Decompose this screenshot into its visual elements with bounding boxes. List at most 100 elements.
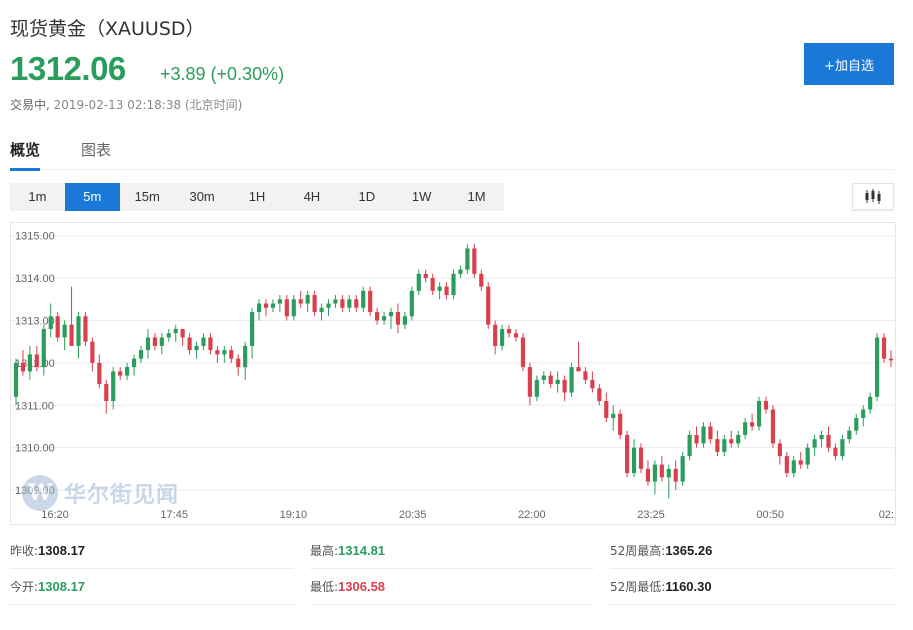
interval-4H[interactable]: 4H: [303, 189, 321, 204]
candle: [611, 405, 616, 431]
candle: [333, 295, 338, 308]
candle: [187, 333, 192, 355]
watermark: W 华尔街见闻: [22, 475, 179, 511]
candle: [750, 413, 755, 431]
candle: [520, 333, 526, 372]
candle: [701, 422, 706, 448]
candle: [201, 333, 206, 351]
interval-1D[interactable]: 1D: [358, 189, 376, 204]
watermark-text: 华尔街见闻: [64, 482, 180, 508]
candle: [375, 307, 380, 325]
candle: [666, 464, 671, 499]
interval-15m[interactable]: 15m: [134, 189, 160, 204]
stat-value: 1308.17: [38, 543, 86, 558]
candle: [576, 341, 581, 372]
candle: [361, 286, 366, 313]
candle: [763, 396, 769, 414]
candle: [562, 375, 567, 402]
tab-chart[interactable]: 图表: [81, 141, 112, 159]
candle: [854, 413, 859, 435]
candle: [20, 350, 26, 376]
stat-label: 最低:: [310, 580, 339, 594]
candle: [395, 303, 401, 334]
candle: [722, 434, 727, 457]
candle: [34, 345, 39, 372]
candle: [805, 443, 810, 469]
x-tick-label: 22:00: [518, 509, 546, 521]
candlestick-icon: [865, 189, 881, 204]
candle: [673, 460, 678, 491]
interval-1M[interactable]: 1M: [467, 189, 486, 204]
candle: [444, 282, 449, 300]
candle: [604, 392, 609, 423]
candle: [138, 345, 144, 363]
candle: [13, 358, 19, 406]
y-tick-label: 1315.00: [15, 231, 55, 243]
candle: [159, 333, 164, 355]
candle: [416, 269, 421, 296]
candle: [284, 295, 289, 321]
candle: [326, 299, 331, 317]
stat-item: 昨收:1308.17: [10, 533, 294, 569]
chart-type-button[interactable]: [852, 183, 894, 210]
interval-1W[interactable]: 1W: [411, 189, 432, 204]
candle: [437, 282, 442, 300]
stat-value: 1308.17: [38, 579, 86, 594]
candle: [458, 265, 463, 279]
add-to-watchlist-button[interactable]: +加自选: [804, 43, 894, 85]
interval-1H[interactable]: 1H: [248, 189, 266, 204]
candle: [493, 320, 498, 355]
tab-bar: 概览 图表: [10, 137, 895, 171]
stat-item: 52周最高:1365.26: [610, 533, 894, 569]
candle: [250, 307, 255, 359]
y-tick-label: 1310.00: [15, 443, 55, 455]
candle: [229, 345, 234, 363]
stat-item: 52周最低:1160.30: [610, 569, 894, 605]
status-label: 交易中,: [10, 98, 50, 112]
candle: [798, 451, 803, 469]
candle: [340, 295, 345, 313]
candle: [451, 269, 456, 300]
candle: [69, 286, 74, 346]
candle: [76, 312, 81, 359]
candle: [111, 367, 116, 410]
tab-overview[interactable]: 概览: [10, 139, 41, 171]
current-price: 1312.06: [10, 50, 126, 87]
candle: [277, 295, 282, 313]
candle: [409, 286, 414, 321]
watermark-logo: W: [22, 475, 58, 511]
candle: [430, 273, 435, 296]
candle: [534, 375, 539, 402]
candle: [180, 328, 185, 346]
candle: [368, 286, 373, 317]
candle: [173, 324, 178, 342]
candle: [381, 312, 387, 325]
candle: [236, 354, 241, 376]
candle: [638, 443, 644, 474]
candle: [354, 295, 359, 313]
candle: [770, 405, 776, 448]
candle: [645, 460, 651, 486]
interval-30m[interactable]: 30m: [189, 189, 215, 204]
candle: [243, 341, 248, 380]
candle: [104, 379, 109, 414]
x-tick-label: 02:1: [879, 509, 895, 521]
candle: [861, 405, 866, 427]
candle: [513, 328, 519, 342]
candle: [729, 430, 734, 448]
x-tick-label: 20:35: [399, 509, 427, 521]
candle: [687, 430, 692, 461]
candle: [118, 367, 123, 380]
interval-5m[interactable]: 5m: [64, 183, 120, 211]
candle: [41, 324, 46, 376]
candle: [486, 282, 491, 329]
candle: [347, 295, 352, 313]
interval-1m[interactable]: 1m: [28, 189, 47, 204]
x-tick-label: 23:25: [637, 509, 665, 521]
candle: [875, 333, 880, 402]
candle: [55, 312, 60, 342]
stat-label: 昨收:: [10, 544, 39, 558]
candle: [680, 451, 685, 486]
interval-selector: 1m 5m 15m 30m 1H 4H 1D 1W 1M: [10, 183, 504, 211]
candle: [166, 328, 171, 342]
